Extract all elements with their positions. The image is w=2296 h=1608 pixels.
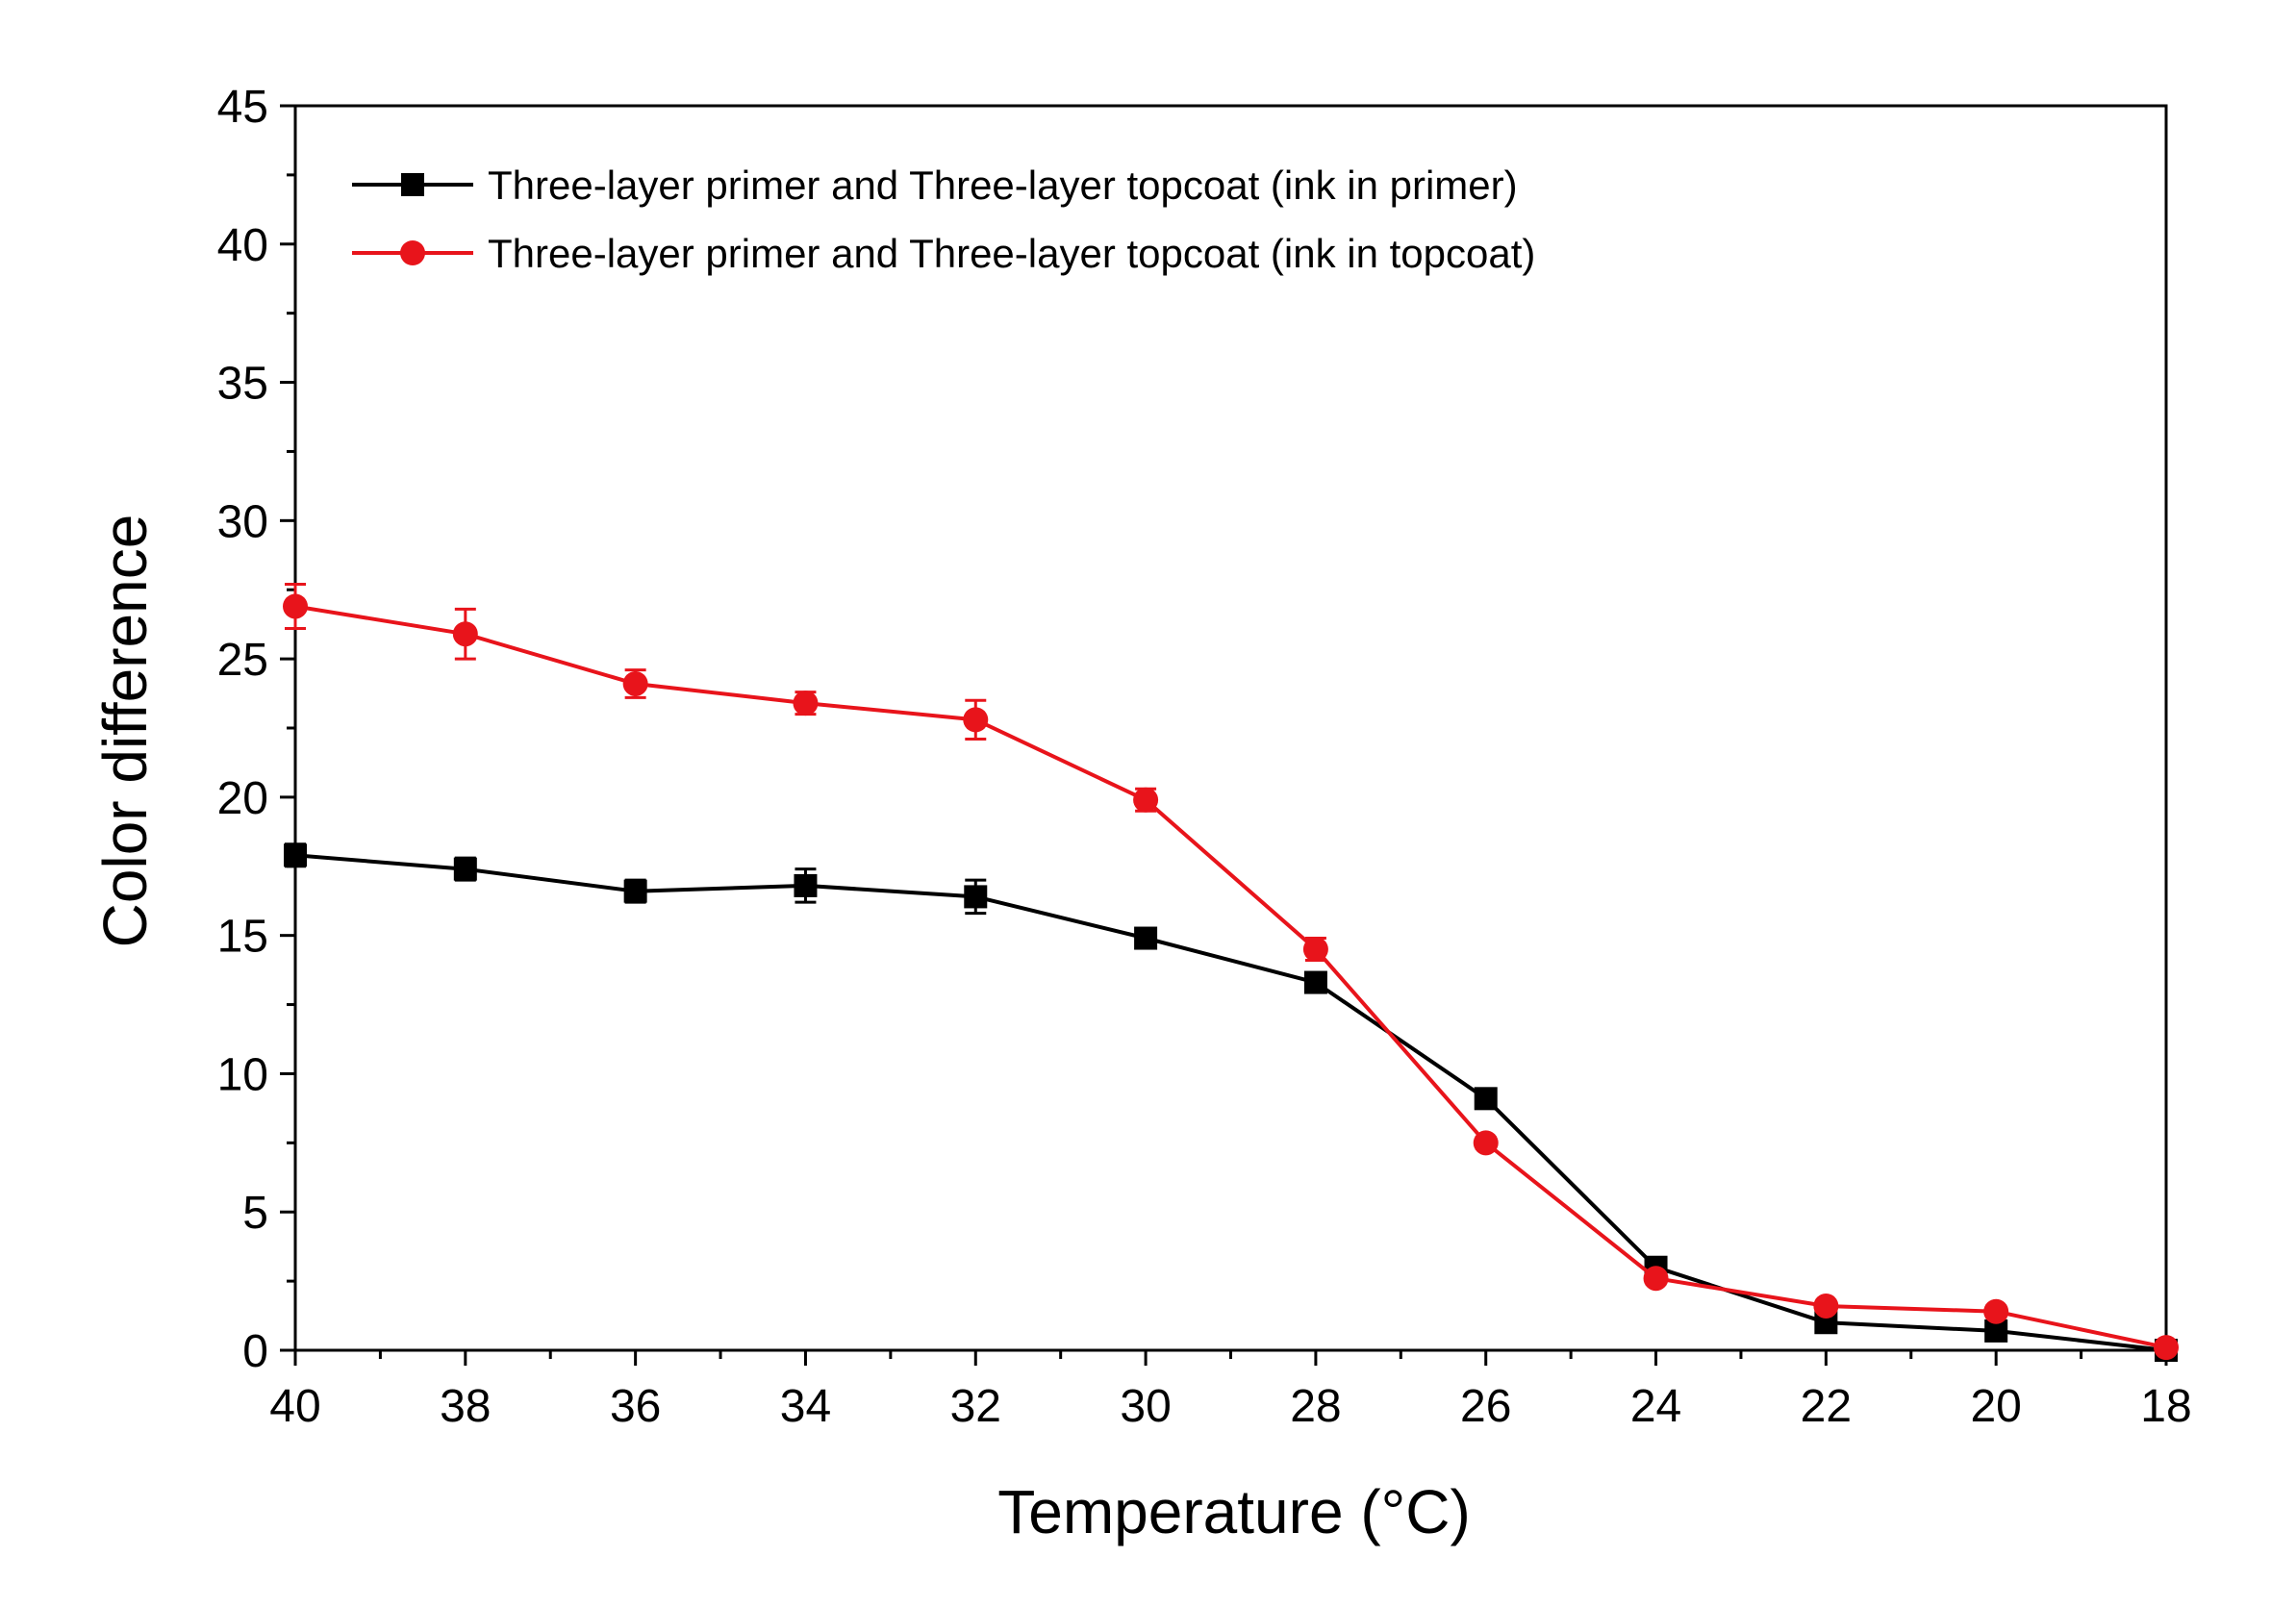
x-tick-label: 34 <box>780 1381 831 1432</box>
data-point <box>453 857 477 881</box>
data-point <box>794 873 818 897</box>
x-tick-label: 26 <box>1460 1381 1511 1432</box>
y-tick-label: 10 <box>217 1049 268 1100</box>
y-tick-label: 20 <box>217 773 268 824</box>
legend-label: Three-layer primer and Three-layer topco… <box>488 231 1535 276</box>
legend-marker <box>401 173 424 196</box>
data-point <box>1983 1298 2009 1324</box>
data-point <box>283 593 308 619</box>
data-point <box>964 885 988 909</box>
y-tick-label: 45 <box>217 82 268 133</box>
data-point <box>1133 787 1159 813</box>
data-point <box>1134 926 1158 950</box>
y-tick-label: 25 <box>217 635 268 686</box>
data-point <box>1813 1293 1839 1319</box>
legend-item: Three-layer primer and Three-layer topco… <box>352 163 1518 208</box>
y-tick-label: 40 <box>217 220 268 271</box>
y-tick-label: 35 <box>217 359 268 410</box>
series-1 <box>284 842 2178 1362</box>
legend-label: Three-layer primer and Three-layer topco… <box>488 163 1518 208</box>
y-axis-title: Color difference <box>90 515 160 948</box>
x-tick-label: 40 <box>269 1381 320 1432</box>
x-tick-label: 32 <box>950 1381 1001 1432</box>
series-line <box>294 604 2167 1350</box>
legend: Three-layer primer and Three-layer topco… <box>352 163 1535 276</box>
data-point <box>284 843 307 867</box>
data-point <box>623 879 647 903</box>
y-tick-label: 0 <box>242 1326 268 1377</box>
x-tick-label: 28 <box>1290 1381 1341 1432</box>
x-tick-label: 20 <box>1970 1381 2021 1432</box>
x-axis-title: Temperature (°C) <box>997 1477 1471 1546</box>
data-point <box>622 670 648 696</box>
legend-marker <box>400 240 425 265</box>
legend-item: Three-layer primer and Three-layer topco… <box>352 231 1535 276</box>
data-point <box>452 621 478 647</box>
plot-frame <box>293 104 2168 1352</box>
x-tick-label: 38 <box>440 1381 491 1432</box>
data-point <box>1643 1266 1669 1292</box>
series-line <box>294 853 2167 1352</box>
data-point <box>1473 1130 1499 1156</box>
data-point <box>1302 937 1328 963</box>
data-point <box>793 691 819 716</box>
x-tick-label: 18 <box>2140 1381 2191 1432</box>
plot-area: 40 38 36 34 32 30 28 26 24 22 20 18 0 5 10 15 20 25 30 35 40… <box>217 82 2192 1432</box>
data-point <box>963 707 989 733</box>
series-2 <box>283 582 2179 1361</box>
x-tick-label: 22 <box>1801 1381 1852 1432</box>
y-tick-label: 5 <box>242 1188 268 1239</box>
data-point <box>1474 1087 1498 1111</box>
data-point <box>1303 970 1327 994</box>
y-tick-label: 30 <box>217 496 268 547</box>
y-tick-label: 15 <box>217 912 268 963</box>
x-tick-label: 24 <box>1630 1381 1681 1432</box>
x-tick-label: 30 <box>1120 1381 1171 1432</box>
x-tick-label: 36 <box>610 1381 661 1432</box>
data-point <box>2154 1335 2179 1361</box>
